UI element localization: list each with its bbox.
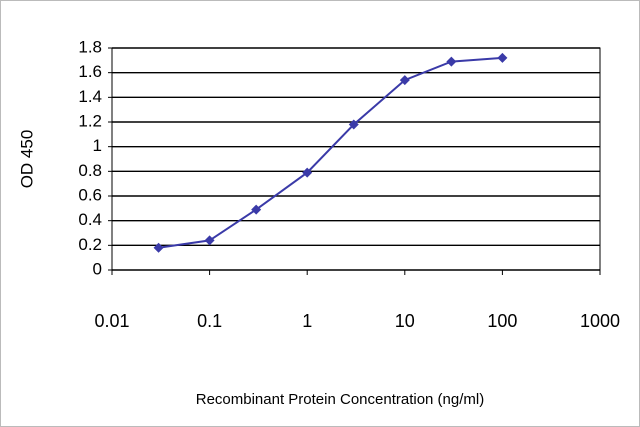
y-tick-label: 1.6 (78, 62, 102, 81)
x-tick-label: 0.1 (197, 311, 222, 331)
x-axis-label: Recombinant Protein Concentration (ng/ml… (196, 391, 484, 408)
y-tick-label: 1.2 (78, 111, 102, 130)
x-tick-label: 1 (302, 311, 312, 331)
y-tick-label: 0.2 (78, 235, 102, 254)
data-point (446, 56, 457, 67)
data-point (348, 119, 359, 130)
y-tick-label: 1.4 (78, 87, 102, 106)
y-axis-label: OD 450 (17, 130, 36, 189)
data-line (158, 56, 503, 249)
x-tick-label: 100 (487, 311, 517, 331)
x-tick-label: 0.01 (94, 311, 129, 331)
y-tick-label: 0 (93, 259, 102, 278)
data-point (251, 204, 262, 215)
y-tick-label: 0.4 (78, 210, 102, 229)
y-tick-label: 1 (93, 136, 102, 155)
y-tick-label: 0.6 (78, 185, 102, 204)
data-point (399, 75, 410, 86)
y-tick-label: 1.8 (78, 37, 102, 56)
x-tick-label: 10 (395, 311, 415, 331)
data-point (497, 52, 508, 63)
data-point (204, 235, 215, 246)
x-tick-label: 1000 (580, 311, 620, 331)
data-point (153, 242, 164, 253)
plot-area (111, 47, 601, 271)
data-point (302, 167, 313, 178)
y-tick-label: 0.8 (78, 161, 102, 180)
